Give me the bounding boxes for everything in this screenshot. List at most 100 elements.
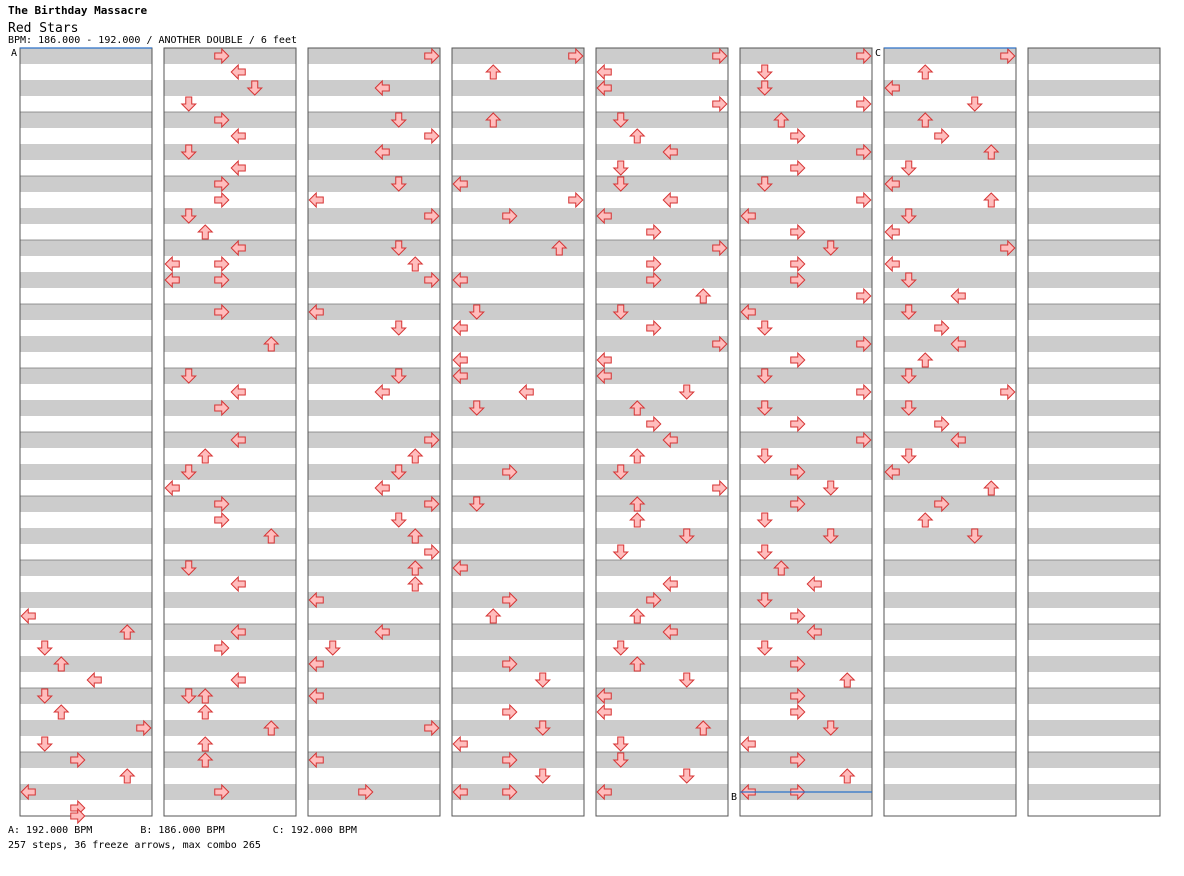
beat-row: [596, 96, 728, 112]
beat-row: [740, 416, 872, 432]
beat-row: [596, 80, 728, 96]
beat-row: [596, 432, 728, 448]
beat-row: [164, 752, 296, 768]
beat-row: [740, 720, 872, 736]
beat-row: [1028, 48, 1160, 64]
beat-row: [308, 224, 440, 240]
beat-row: [452, 752, 584, 768]
beat-row: [884, 544, 1016, 560]
beat-row: [1028, 96, 1160, 112]
beat-row: [452, 368, 584, 384]
beat-row: [452, 448, 584, 464]
beat-row: [308, 48, 440, 64]
beat-row: [596, 704, 728, 720]
beat-row: [884, 624, 1016, 640]
beat-row: [164, 176, 296, 192]
legend-b: B: 186.000 BPM: [140, 825, 224, 836]
beat-row: [1028, 112, 1160, 128]
beat-row: [1028, 160, 1160, 176]
beat-row: [452, 336, 584, 352]
beat-row: [20, 80, 152, 96]
beat-row: [740, 96, 872, 112]
beat-row: [1028, 592, 1160, 608]
beat-row: [884, 336, 1016, 352]
beat-row: [740, 384, 872, 400]
beat-row: [1028, 288, 1160, 304]
beat-row: [308, 272, 440, 288]
beat-row: [596, 624, 728, 640]
beat-row: [1028, 752, 1160, 768]
beat-row: [596, 512, 728, 528]
beat-row: [452, 640, 584, 656]
beat-row: [20, 592, 152, 608]
beat-row: [20, 64, 152, 80]
beat-row: [596, 448, 728, 464]
beat-row: [20, 608, 152, 624]
beat-row: [164, 160, 296, 176]
beat-row: [20, 224, 152, 240]
beat-row: [20, 464, 152, 480]
beat-row: [308, 752, 440, 768]
beat-row: [1028, 640, 1160, 656]
beat-row: [884, 608, 1016, 624]
beat-row: [740, 208, 872, 224]
beat-row: [308, 544, 440, 560]
beat-row: [452, 704, 584, 720]
beat-row: [1028, 528, 1160, 544]
beat-row: [164, 448, 296, 464]
beat-row: [596, 416, 728, 432]
beat-row: [740, 528, 872, 544]
beat-row: [308, 608, 440, 624]
beat-row: [884, 704, 1016, 720]
chart-column: [1028, 48, 1160, 816]
beat-row: [164, 272, 296, 288]
beat-row: [164, 416, 296, 432]
beat-row: [1028, 464, 1160, 480]
bpm-legend: A: 192.000 BPM B: 186.000 BPM C: 192.000…: [8, 825, 399, 836]
beat-row: [1028, 368, 1160, 384]
beat-row: [596, 320, 728, 336]
beat-row: [1028, 128, 1160, 144]
beat-row: [1028, 192, 1160, 208]
beat-row: [452, 576, 584, 592]
beat-row: [740, 304, 872, 320]
beat-row: [740, 464, 872, 480]
beat-row: [596, 576, 728, 592]
beat-row: [884, 352, 1016, 368]
beat-row: [164, 608, 296, 624]
beat-row: [164, 128, 296, 144]
beat-row: [164, 640, 296, 656]
beat-row: [884, 784, 1016, 800]
beat-row: [452, 688, 584, 704]
beat-row: [308, 496, 440, 512]
beat-row: [164, 800, 296, 816]
beat-row: [20, 304, 152, 320]
beat-row: [20, 720, 152, 736]
beat-row: [164, 256, 296, 272]
beat-row: [452, 144, 584, 160]
beat-row: [884, 720, 1016, 736]
beat-row: [884, 800, 1016, 816]
beat-row: [164, 112, 296, 128]
beat-row: [308, 480, 440, 496]
beat-row: [20, 400, 152, 416]
beat-row: [740, 128, 872, 144]
beat-row: [308, 112, 440, 128]
beat-row: [740, 112, 872, 128]
beat-row: [164, 304, 296, 320]
chart-stats: 257 steps, 36 freeze arrows, max combo 2…: [8, 840, 261, 851]
beat-row: [884, 256, 1016, 272]
beat-row: [596, 368, 728, 384]
beat-row: [884, 672, 1016, 688]
beat-row: [1028, 480, 1160, 496]
beat-row: [1028, 224, 1160, 240]
beat-row: [884, 112, 1016, 128]
beat-row: [884, 688, 1016, 704]
beat-row: [308, 320, 440, 336]
beat-row: [452, 192, 584, 208]
beat-row: [884, 592, 1016, 608]
beat-row: [308, 400, 440, 416]
beat-row: [740, 576, 872, 592]
beat-row: [308, 304, 440, 320]
beat-row: [740, 656, 872, 672]
